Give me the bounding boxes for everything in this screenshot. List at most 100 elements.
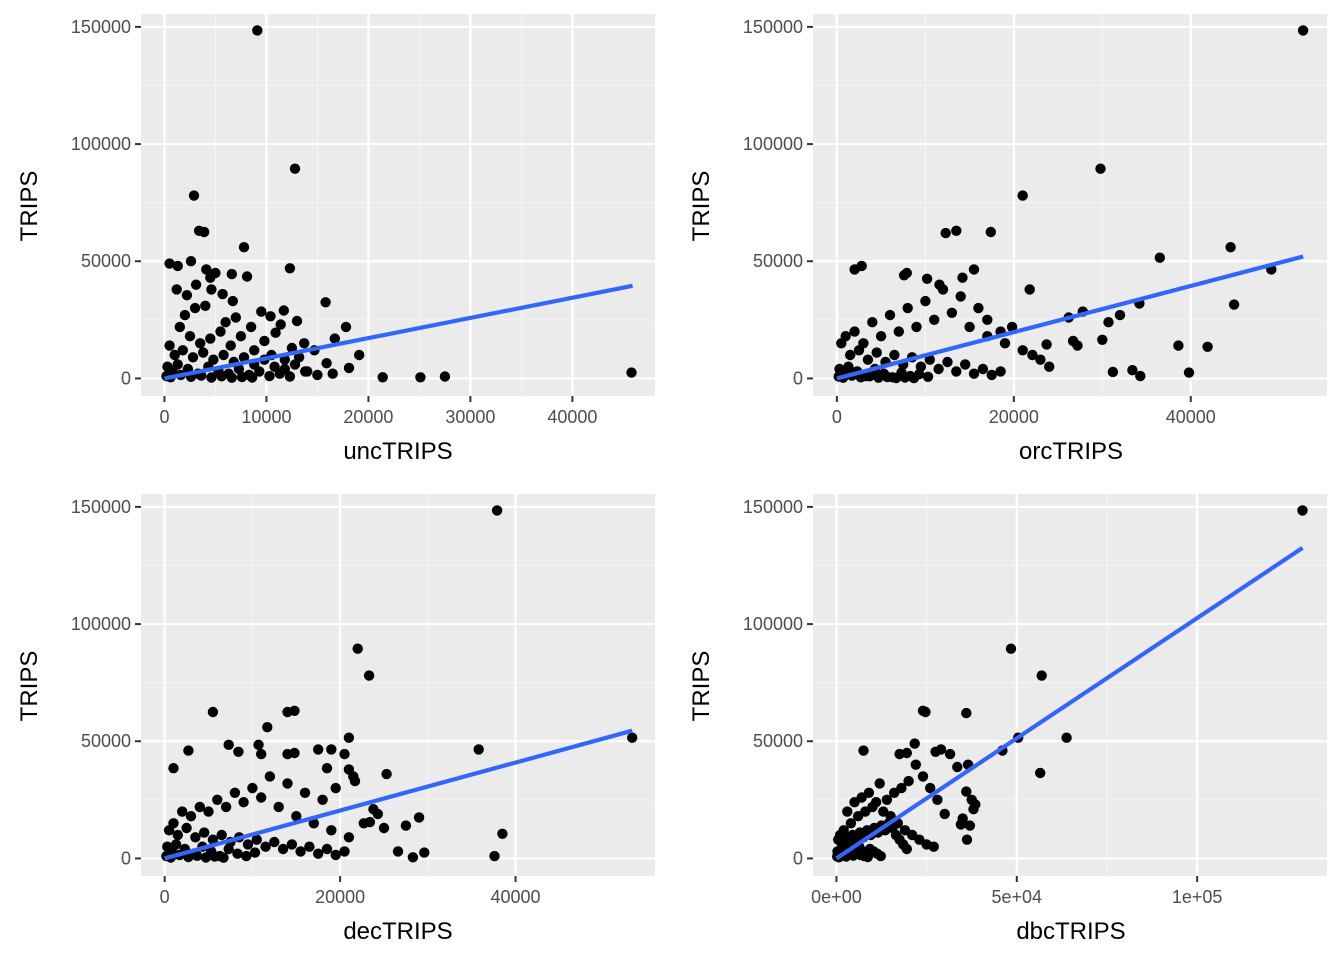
data-point	[343, 832, 355, 843]
data-point	[289, 163, 301, 174]
data-layer	[833, 25, 1309, 384]
data-point	[223, 843, 234, 855]
data-point	[206, 284, 217, 295]
data-point	[1036, 670, 1047, 681]
data-point	[264, 771, 276, 782]
y-tick-label: 150000	[71, 17, 131, 37]
x-tick-label: 10000	[241, 407, 291, 427]
data-point	[299, 338, 310, 349]
data-point	[882, 371, 893, 383]
fit-line	[835, 546, 1304, 861]
x-tick-label: 20000	[315, 887, 365, 907]
data-point	[875, 331, 887, 342]
data-point	[995, 366, 1006, 377]
data-point	[233, 746, 244, 757]
x-tick-label: 30000	[445, 407, 495, 427]
data-point	[864, 371, 875, 382]
data-point	[977, 363, 989, 375]
data-point	[295, 846, 306, 857]
data-point	[955, 291, 966, 302]
data-point	[232, 848, 243, 859]
data-point	[245, 321, 257, 333]
panel-background	[141, 494, 655, 876]
data-point	[961, 707, 972, 719]
data-point	[1173, 340, 1184, 351]
data-point	[1041, 339, 1052, 350]
data-point	[853, 345, 865, 356]
data-point	[863, 787, 875, 798]
data-point	[871, 347, 882, 358]
data-point	[1005, 643, 1017, 654]
data-point	[893, 326, 904, 337]
data-point	[1107, 366, 1119, 378]
data-point	[203, 806, 214, 817]
data-point	[363, 670, 375, 681]
data-point	[917, 771, 929, 782]
x-tick-label: 40000	[547, 407, 597, 427]
panel-dectrips-vs-trips: 0 50000 100000 150000 0 20000 40000 decTRIPS T…	[16, 494, 655, 945]
data-point	[207, 706, 219, 718]
data-point	[343, 732, 355, 743]
data-point	[944, 748, 956, 760]
data-point	[163, 825, 175, 836]
data-point	[901, 747, 912, 759]
data-point	[329, 333, 340, 344]
data-point	[238, 797, 249, 808]
x-axis-title: decTRIPS	[343, 918, 452, 945]
data-point	[327, 368, 338, 379]
data-point	[836, 338, 847, 349]
data-point	[205, 333, 216, 344]
fit-line	[164, 283, 633, 381]
data-point	[164, 258, 175, 269]
x-tick-label: 40000	[1166, 407, 1216, 427]
data-point	[225, 340, 236, 351]
x-axis-title: uncTRIPS	[343, 438, 452, 465]
data-point	[194, 801, 205, 813]
data-point	[343, 362, 355, 374]
data-point	[308, 818, 319, 829]
data-point	[199, 827, 210, 838]
panel-orctrips-vs-trips: 0 50000 100000 150000 0 20000 40000 orcTRIPS T…	[688, 14, 1327, 465]
y-tick-label: 100000	[71, 134, 131, 154]
data-point	[928, 841, 939, 852]
data-point	[908, 372, 920, 384]
data-point	[372, 808, 383, 820]
data-point	[227, 295, 238, 307]
data-point	[289, 747, 300, 759]
data-point	[170, 839, 182, 850]
data-layer	[161, 25, 637, 383]
y-axis-title: TRIPS	[688, 651, 715, 722]
data-point	[209, 851, 220, 862]
data-point	[415, 372, 426, 383]
y-tick-label: 150000	[743, 497, 803, 517]
y-tick-label: 0	[793, 368, 803, 388]
x-tick-label: 20000	[989, 407, 1039, 427]
data-point	[957, 272, 968, 283]
data-point	[911, 321, 922, 333]
data-point	[378, 822, 390, 834]
data-point	[199, 226, 210, 238]
plot-layer: 0 50000 100000 150000 0e+00 5e+04 1e+05	[743, 494, 1327, 907]
data-point	[247, 782, 258, 794]
data-point	[352, 643, 363, 654]
plot-layer: 0 50000 100000 150000 0 20000 40000	[743, 14, 1327, 427]
data-point	[187, 352, 199, 363]
data-point	[254, 366, 265, 377]
data-point	[1024, 284, 1035, 295]
data-point	[626, 367, 637, 378]
data-point	[935, 744, 947, 755]
data-point	[181, 822, 192, 834]
data-point	[233, 363, 245, 375]
data-point	[169, 349, 180, 361]
data-point	[1202, 341, 1213, 352]
data-point	[198, 347, 209, 358]
data-point	[183, 745, 194, 756]
y-axis-title: TRIPS	[16, 651, 43, 722]
data-point	[349, 775, 361, 787]
data-point	[902, 302, 913, 314]
data-point	[985, 226, 996, 238]
data-point	[903, 775, 914, 787]
data-point	[1097, 334, 1108, 345]
y-axis-title: TRIPS	[688, 171, 715, 242]
data-point	[937, 284, 949, 295]
